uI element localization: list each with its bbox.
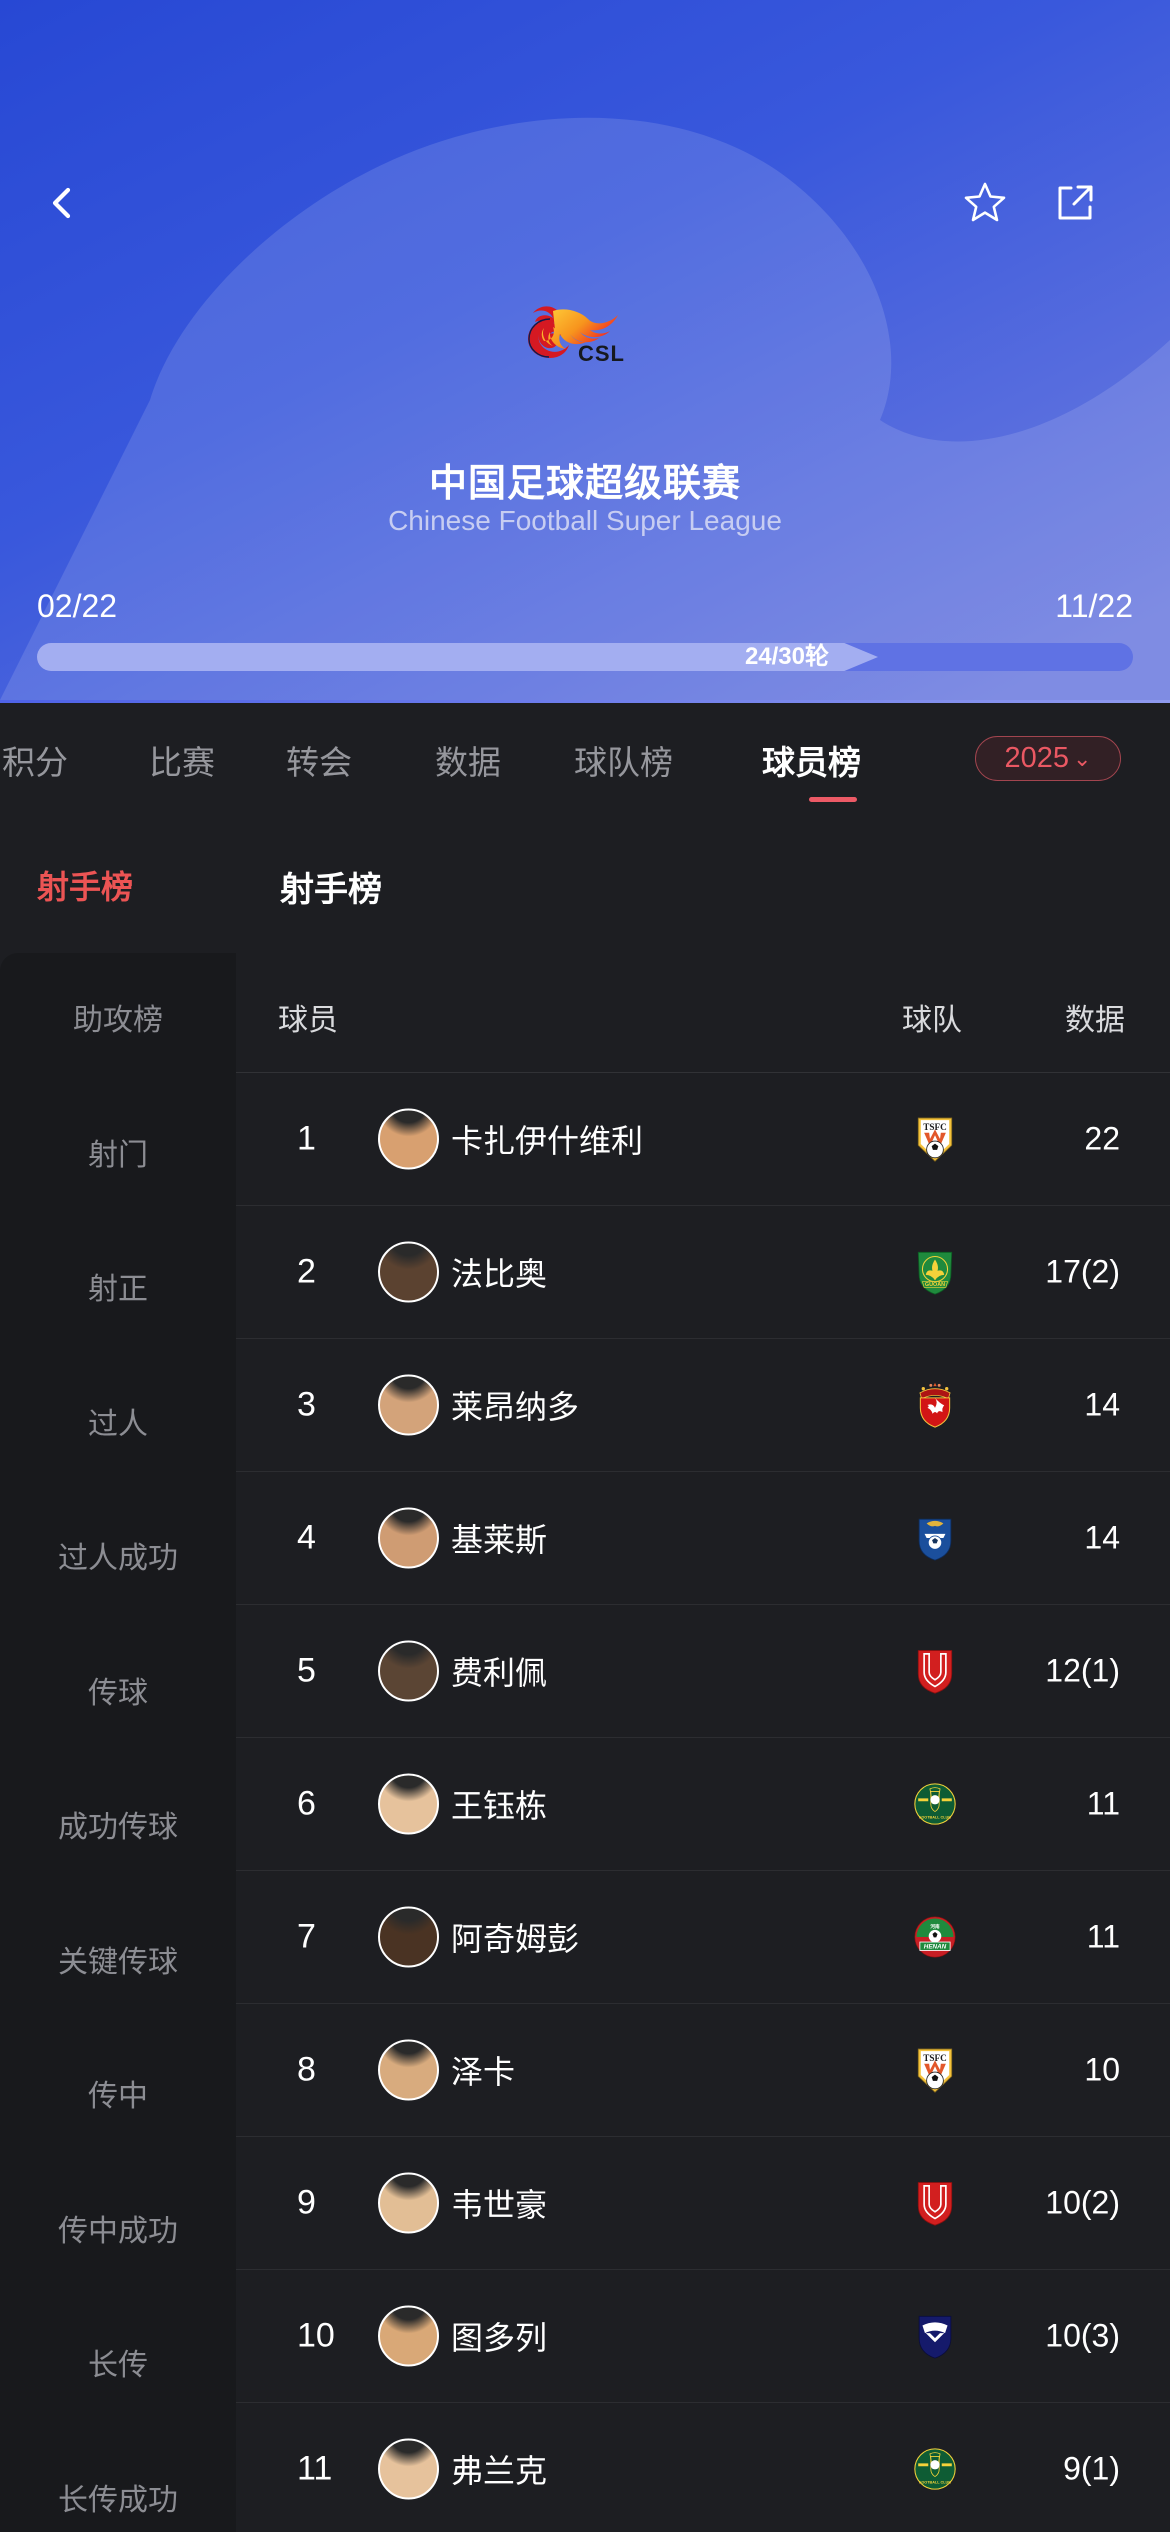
svg-text:FOOTBALL CLUB: FOOTBALL CLUB: [919, 2480, 951, 2484]
svg-text:HENAN: HENAN: [924, 1943, 947, 1950]
svg-text:GUOAN: GUOAN: [925, 1282, 945, 1288]
svg-text:FOOTBALL CLUB: FOOTBALL CLUB: [919, 1815, 951, 1819]
svg-text:河南: 河南: [929, 1923, 940, 1930]
svg-text:CSL: CSL: [578, 341, 625, 365]
